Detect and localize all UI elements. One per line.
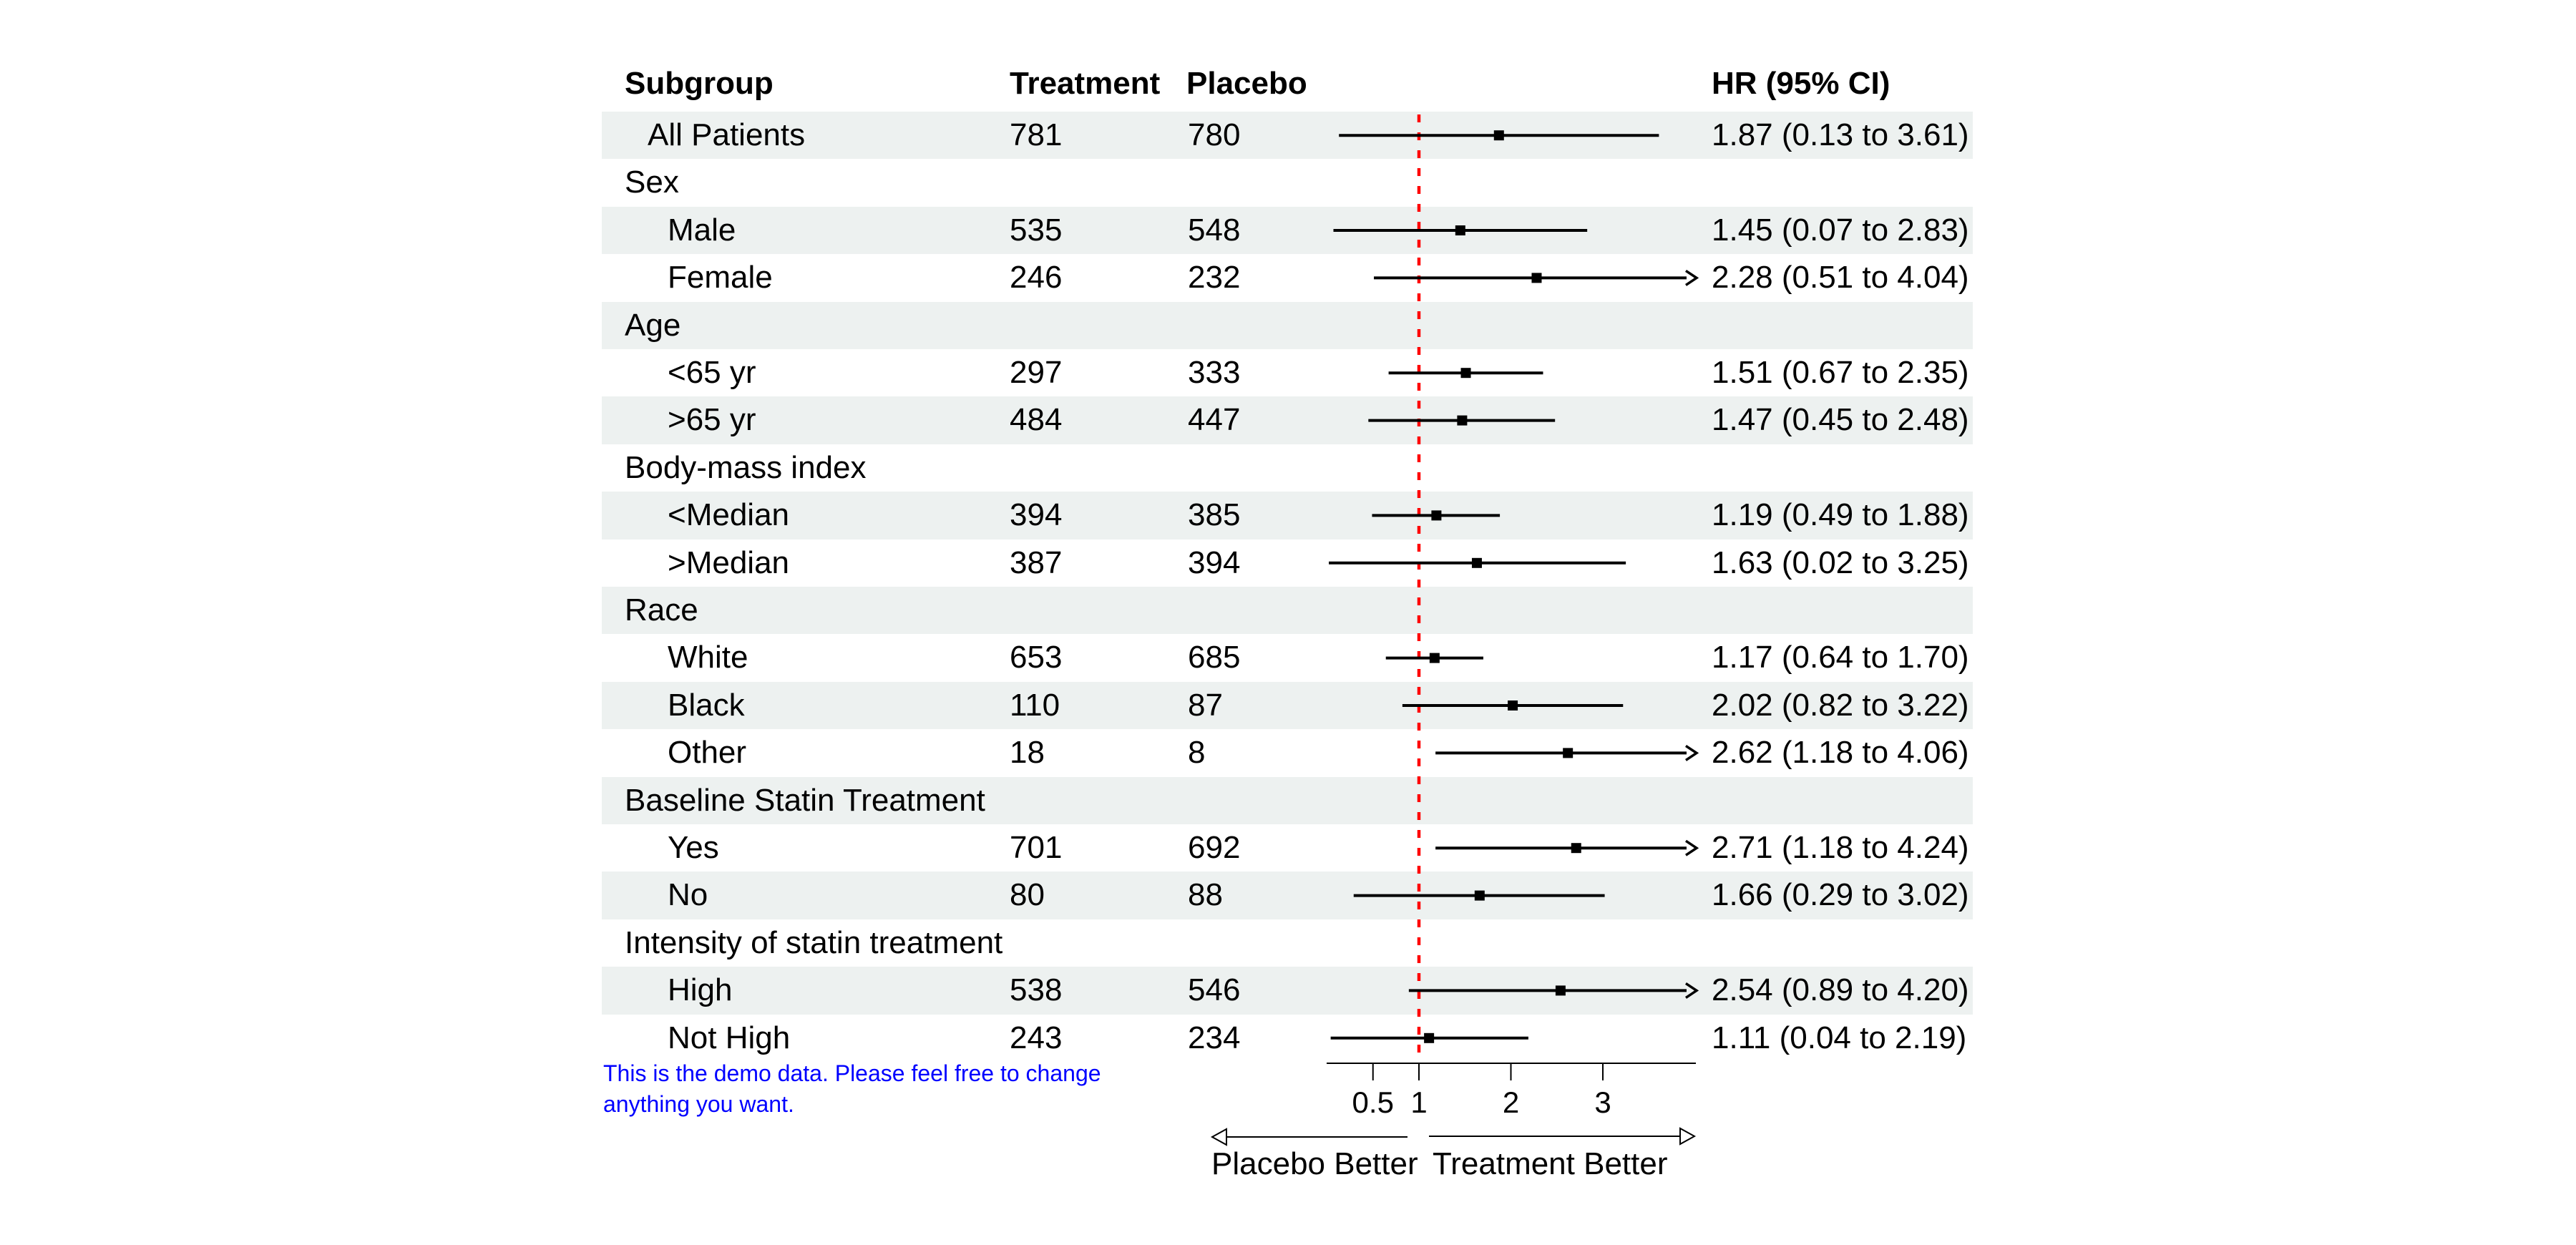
hr-ci-cell: 1.63 (0.02 to 3.25)	[1712, 545, 1969, 580]
hr-ci-cell: 1.11 (0.04 to 2.19)	[1712, 1020, 1967, 1055]
treatment-n-cell: 535	[1010, 212, 1063, 248]
placebo-n-cell: 394	[1188, 545, 1241, 580]
treatment-n-cell: 246	[1010, 260, 1063, 296]
row-band	[602, 396, 1973, 444]
axis-tick-label: 2	[1502, 1085, 1520, 1119]
hr-ci-cell: 1.19 (0.49 to 1.88)	[1712, 497, 1969, 533]
subgroup-label: Black	[668, 687, 745, 723]
treatment-n-cell: 387	[1010, 545, 1063, 580]
direction-label-treatment-better: Treatment Better	[1433, 1146, 1668, 1181]
hr-ci-cell: 2.71 (1.18 to 4.24)	[1712, 830, 1969, 865]
hr-ci-cell: 1.45 (0.07 to 2.83)	[1712, 212, 1969, 248]
placebo-n-cell: 447	[1188, 402, 1241, 438]
group-label: Body-mass index	[625, 449, 867, 485]
column-header-placebo: Placebo	[1186, 66, 1307, 101]
group-label: Intensity of statin treatment	[625, 924, 1003, 960]
hr-ci-cell: 2.28 (0.51 to 4.04)	[1712, 260, 1969, 296]
hr-ci-cell: 1.51 (0.67 to 2.35)	[1712, 355, 1969, 390]
hr-ci-cell: 1.87 (0.13 to 3.61)	[1712, 117, 1969, 152]
row-band	[602, 587, 1973, 635]
treatment-n-cell: 243	[1010, 1020, 1063, 1055]
row-band	[602, 492, 1973, 540]
placebo-n-cell: 8	[1188, 735, 1206, 771]
treatment-n-cell: 297	[1010, 355, 1063, 390]
row-band	[602, 206, 1973, 255]
direction-label-placebo-better: Placebo Better	[1211, 1146, 1418, 1181]
axis-tick-label: 1	[1410, 1085, 1428, 1119]
group-label: Age	[625, 307, 681, 343]
treatment-n-cell: 484	[1010, 402, 1063, 438]
placebo-n-cell: 232	[1188, 260, 1241, 296]
column-header-subgroup: Subgroup	[625, 66, 774, 101]
row-band	[602, 681, 1973, 730]
subgroup-label: Other	[668, 735, 747, 771]
hr-ci-cell: 2.62 (1.18 to 4.06)	[1712, 735, 1969, 771]
group-label: Race	[625, 592, 698, 628]
treatment-n-cell: 18	[1010, 735, 1045, 771]
placebo-n-cell: 548	[1188, 212, 1241, 248]
subgroup-label: Female	[668, 260, 773, 296]
column-header-treatment: Treatment	[1010, 66, 1161, 101]
demo-note-line-2: anything you want.	[603, 1091, 794, 1117]
treatment-n-cell: 653	[1010, 640, 1063, 675]
row-band	[602, 776, 1973, 824]
placebo-n-cell: 685	[1188, 640, 1241, 675]
subgroup-label: All Patients	[648, 117, 806, 152]
subgroup-label: <Median	[668, 497, 790, 533]
placebo-n-cell: 385	[1188, 497, 1241, 533]
placebo-n-cell: 780	[1188, 117, 1241, 152]
subgroup-label: Male	[668, 212, 736, 248]
placebo-n-cell: 692	[1188, 830, 1241, 865]
treatment-n-cell: 701	[1010, 830, 1063, 865]
group-label: Sex	[625, 165, 679, 200]
subgroup-label: >Median	[668, 545, 790, 580]
hr-ci-cell: 1.66 (0.29 to 3.02)	[1712, 877, 1969, 913]
subgroup-label: <65 yr	[668, 355, 756, 390]
treatment-n-cell: 781	[1010, 117, 1063, 152]
row-band	[602, 872, 1973, 919]
subgroup-label: Not High	[668, 1020, 791, 1055]
row-band	[602, 112, 1973, 160]
treatment-n-cell: 110	[1010, 687, 1060, 723]
hr-ci-cell: 2.54 (0.89 to 4.20)	[1712, 972, 1969, 1008]
treatment-n-cell: 394	[1010, 497, 1063, 533]
hr-ci-cell: 1.47 (0.45 to 2.48)	[1712, 402, 1969, 438]
subgroup-label: Yes	[668, 830, 719, 865]
axis-tick-label: 3	[1594, 1085, 1611, 1119]
hr-ci-cell: 1.17 (0.64 to 1.70)	[1712, 640, 1969, 675]
subgroup-label: No	[668, 877, 708, 913]
group-label: Baseline Statin Treatment	[625, 782, 985, 818]
subgroup-label: High	[668, 972, 733, 1008]
treatment-n-cell: 80	[1010, 877, 1045, 913]
row-band	[602, 301, 1973, 349]
column-header-hr-ci: HR (95% CI)	[1712, 66, 1890, 101]
subgroup-label: >65 yr	[668, 402, 756, 438]
demo-note-line-1: This is the demo data. Please feel free …	[603, 1060, 1101, 1086]
placebo-n-cell: 333	[1188, 355, 1241, 390]
treatment-n-cell: 538	[1010, 972, 1063, 1008]
placebo-n-cell: 546	[1188, 972, 1241, 1008]
subgroup-label: White	[668, 640, 748, 675]
placebo-n-cell: 88	[1188, 877, 1223, 913]
row-band	[602, 967, 1973, 1015]
placebo-n-cell: 87	[1188, 687, 1223, 723]
hr-ci-cell: 2.02 (0.82 to 3.22)	[1712, 687, 1969, 723]
placebo-n-cell: 234	[1188, 1020, 1241, 1055]
axis-tick-label: 0.5	[1352, 1085, 1394, 1119]
